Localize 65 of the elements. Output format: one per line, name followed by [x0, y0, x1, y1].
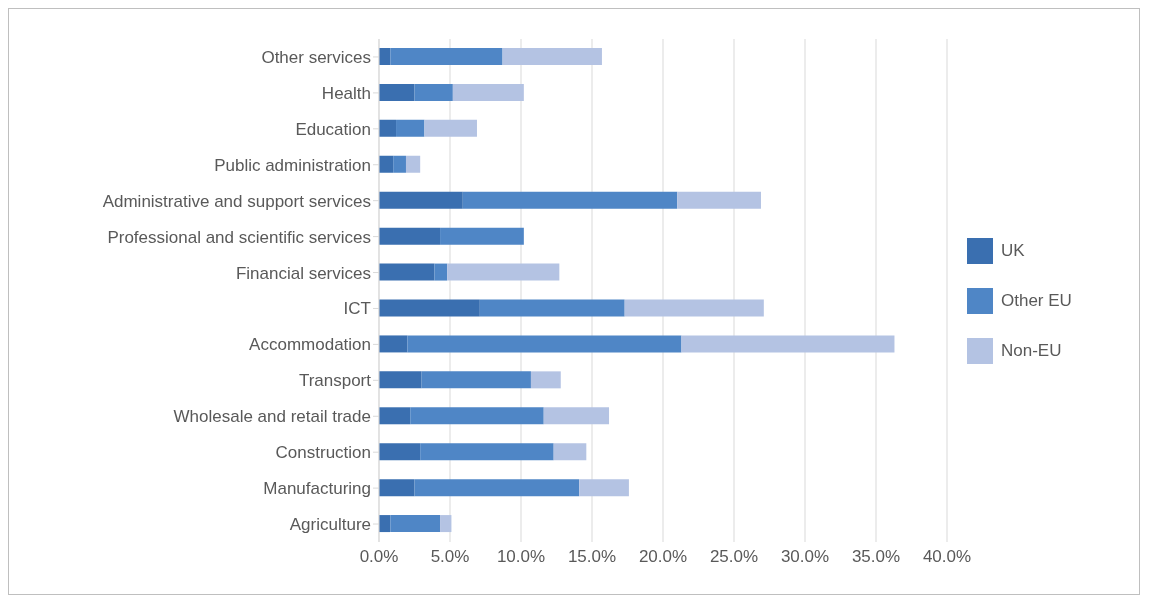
bar: [624, 299, 764, 317]
bar: [379, 227, 441, 245]
bar: [424, 119, 477, 137]
bar: [543, 407, 610, 425]
bar: [379, 299, 480, 317]
bar: [379, 119, 397, 137]
bar: [379, 371, 422, 389]
y-tick-label: Manufacturing: [263, 479, 371, 499]
y-tick-label: ICT: [343, 299, 371, 319]
y-tick-label: Health: [321, 83, 371, 103]
legend-label: UK: [1000, 239, 1026, 262]
bar: [462, 191, 678, 209]
bar: [414, 479, 580, 497]
bar: [579, 479, 629, 497]
bar: [379, 191, 463, 209]
x-tick-label: 15.0%: [567, 547, 617, 567]
bar: [379, 83, 415, 101]
y-tick-label: Wholesale and retail trade: [173, 407, 371, 427]
x-tick-label: 0.0%: [359, 547, 399, 567]
bar: [502, 48, 602, 65]
bar: [677, 191, 761, 209]
bar: [440, 515, 452, 533]
bar: [393, 155, 406, 173]
x-tick-label: 5.0%: [430, 547, 470, 567]
x-tick-label: 35.0%: [851, 547, 901, 567]
bar: [414, 83, 453, 101]
x-tick-label: 25.0%: [709, 547, 759, 567]
bar: [396, 119, 425, 137]
bar: [379, 155, 394, 173]
legend-label: Other EU: [1000, 289, 1073, 312]
y-tick-label: Professional and scientific services: [107, 227, 371, 247]
x-tick-label: 20.0%: [638, 547, 688, 567]
bar: [379, 443, 421, 461]
y-tick-label: Financial services: [235, 263, 371, 283]
bar: [379, 263, 435, 281]
bar: [379, 407, 411, 425]
y-tick-label: Agriculture: [289, 515, 371, 535]
x-tick-label: 40.0%: [922, 547, 972, 567]
bar: [434, 263, 448, 281]
bar: [410, 407, 544, 425]
bar: [379, 335, 408, 353]
y-tick-label: Administrative and support services: [102, 191, 371, 211]
legend-label: Non-EU: [1000, 339, 1063, 362]
bar: [421, 371, 531, 389]
y-tick-label: Transport: [298, 371, 372, 391]
bar: [440, 227, 524, 245]
bar: [390, 515, 441, 533]
bar: [407, 335, 682, 353]
y-tick-label: Education: [295, 119, 371, 139]
bar: [553, 443, 587, 461]
y-tick-label: Construction: [275, 443, 371, 463]
bar: [681, 335, 895, 353]
bar: [447, 263, 560, 281]
bar: [379, 479, 415, 497]
bar: [530, 371, 561, 389]
y-tick-label: Other services: [261, 48, 371, 67]
y-tick-label: Accommodation: [249, 335, 371, 355]
y-tick-label: Public administration: [214, 155, 371, 175]
bar: [390, 48, 503, 65]
bar: [420, 443, 554, 461]
x-tick-label: 30.0%: [780, 547, 830, 567]
x-tick-label: 10.0%: [496, 547, 546, 567]
bar: [479, 299, 625, 317]
bar: [405, 155, 421, 173]
bar: [452, 83, 524, 101]
